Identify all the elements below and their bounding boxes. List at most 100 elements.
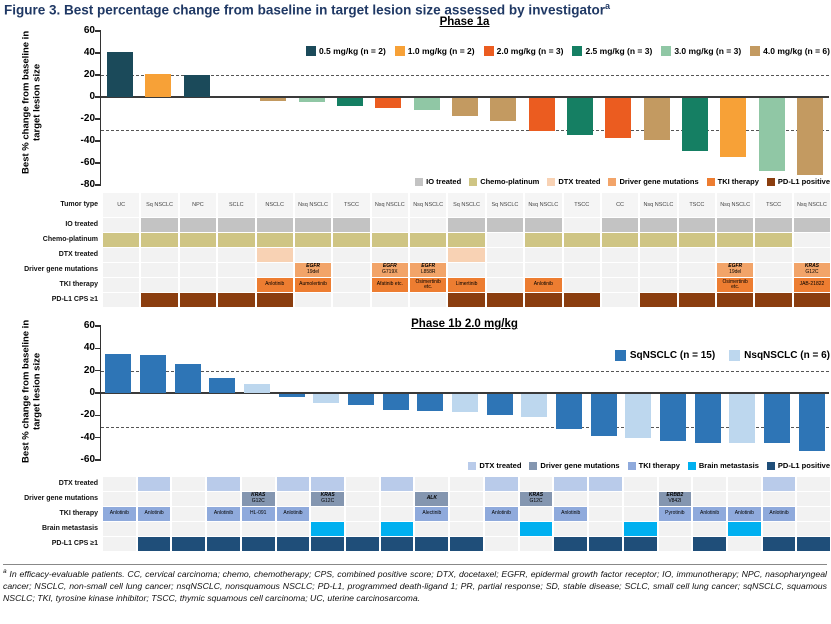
waterfall-bar <box>521 394 548 418</box>
grid-cell <box>563 293 600 307</box>
legend-swatch <box>547 177 556 186</box>
grid-cells <box>103 233 831 247</box>
grid-cell <box>589 492 622 506</box>
gene-variant: G719X <box>382 269 398 275</box>
legend-swatch <box>729 350 741 361</box>
grid-row-pd-l1-cps-1: PD-L1 CPS ≥1 <box>2 293 831 307</box>
grid-cell: EGFR G719X <box>371 263 408 277</box>
grid-cell <box>727 477 761 491</box>
grid-cell <box>589 522 622 536</box>
grid-cell <box>172 507 206 521</box>
waterfall-bar <box>183 75 210 97</box>
legend-label: 2.0 mg/kg (n = 3) <box>496 46 564 56</box>
phase-1a-plot-area: 60 40 20 0 -20 -40 -60 -80 <box>81 25 829 190</box>
grid-cell <box>727 537 761 551</box>
grid-cell <box>762 537 796 551</box>
grid-cell <box>717 293 754 307</box>
waterfall-bar <box>643 98 670 140</box>
grid-cell <box>563 263 600 277</box>
grid-cell <box>294 218 332 232</box>
grid-cell <box>137 492 171 506</box>
grid-cell <box>640 263 677 277</box>
grid-cell <box>762 477 796 491</box>
grid-cell <box>179 248 217 262</box>
grid-cell <box>410 293 447 307</box>
waterfall-bar <box>490 98 517 122</box>
grid-cell <box>797 537 831 551</box>
waterfall-bar <box>375 98 402 108</box>
grid-cell: HL-091 <box>241 507 275 521</box>
grid-cell <box>755 293 792 307</box>
legend-item-pd-l1-positive: PD-L1 positive <box>766 461 830 470</box>
grid-row-label: TKI therapy <box>59 510 98 518</box>
legend-swatch <box>766 461 775 470</box>
grid-cell <box>448 248 485 262</box>
grid-cell: Nsq NSCLC <box>640 193 677 217</box>
grid-cell <box>519 507 553 521</box>
gene-name: KRAS <box>804 263 820 270</box>
legend-swatch <box>468 461 477 470</box>
grid-cell <box>563 278 600 292</box>
grid-row-label: Brain metastasis <box>41 525 98 533</box>
grid-row-label: DTX treated <box>58 251 98 259</box>
grid-cell <box>484 522 518 536</box>
legend-label: PD-L1 positive <box>777 461 830 470</box>
grid-cells <box>103 293 831 307</box>
grid-cell: Nsq NSCLC <box>717 193 754 217</box>
grid-cell <box>589 477 622 491</box>
legend-item-driver-gene-mutations: Driver gene mutations <box>529 461 620 470</box>
grid-cell: KRAS G12C <box>519 492 553 506</box>
phase-1a-y-axis-label: Best % change from baseline in target le… <box>20 30 43 174</box>
grid-row-dtx-treated: DTX treated <box>2 248 831 262</box>
grid-cell: Nsq NSCLC <box>525 193 562 217</box>
grid-cell <box>525 263 562 277</box>
legend-label: 1.0 mg/kg (n = 2) <box>407 46 475 56</box>
grid-cell <box>525 248 562 262</box>
grid-cell <box>563 233 600 247</box>
gene-name: EGFR <box>421 263 436 270</box>
grid-cell: UC <box>103 193 140 217</box>
grid-cell <box>256 293 293 307</box>
waterfall-bar <box>278 394 305 398</box>
grid-cell <box>601 218 639 232</box>
gene-name: KRAS <box>320 492 335 499</box>
zero-axis-line <box>101 96 829 98</box>
grid-cell <box>380 507 414 521</box>
grid-cell <box>797 507 831 521</box>
y-tick-mark <box>95 118 101 120</box>
legend-swatch <box>750 46 761 56</box>
gene-variant: G12C <box>251 498 265 504</box>
legend-label: 2.5 mg/kg (n = 3) <box>585 46 653 56</box>
grid-cell <box>525 233 562 247</box>
grid-cell <box>172 537 206 551</box>
grid-cell: Anlotinib <box>276 507 310 521</box>
grid-cell: Anlotinib <box>554 507 588 521</box>
grid-cell <box>797 477 831 491</box>
y-tick-label: 60 <box>83 320 95 331</box>
grid-cell: EGFR L858R <box>410 263 447 277</box>
legend-label: DTX treated <box>558 177 601 186</box>
y-tick-label: 0 <box>89 91 95 102</box>
legend-swatch <box>483 46 494 56</box>
grid-cell <box>346 522 379 536</box>
waterfall-bar <box>798 394 825 451</box>
grid-cell <box>563 218 600 232</box>
grid-cell <box>623 522 657 536</box>
grid-cell: Nsq NSCLC <box>793 193 831 217</box>
waterfall-bar <box>590 394 617 437</box>
grid-cells <box>103 477 831 491</box>
grid-cell <box>755 248 792 262</box>
gene-name: ERBB2 <box>666 492 684 499</box>
y-tick-mark <box>95 459 101 461</box>
grid-cell <box>311 522 345 536</box>
grid-cell <box>346 537 379 551</box>
legend-item-1-0-mg-kg-n-2: 1.0 mg/kg (n = 2) <box>394 46 475 56</box>
waterfall-bar <box>764 394 790 444</box>
grid-cell: TSCC <box>563 193 600 217</box>
waterfall-bar <box>313 394 340 403</box>
grid-cell <box>486 278 524 292</box>
phase-1a-dose-legend: 0.5 mg/kg (n = 2) 1.0 mg/kg (n = 2) 2.0 mg… <box>305 46 830 56</box>
gene-variant: V842I <box>668 498 682 504</box>
gene-name: KRAS <box>251 492 266 499</box>
grid-row-label: Tumor type <box>60 201 98 209</box>
